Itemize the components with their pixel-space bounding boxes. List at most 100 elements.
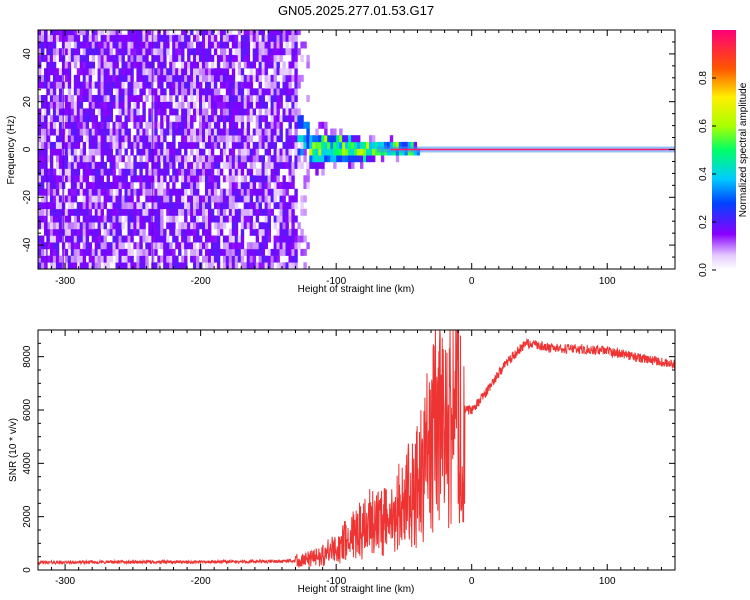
heatmap-cell (249, 188, 254, 196)
heatmap-cell (216, 121, 221, 129)
heatmap-cell (130, 30, 134, 36)
heatmap-cell (64, 161, 69, 169)
heatmap-cell (58, 155, 63, 163)
heatmap-cell (273, 74, 277, 82)
heatmap-cell (49, 222, 54, 230)
heatmap-cell (157, 262, 161, 269)
heatmap-cell (88, 48, 93, 56)
heatmap-cell (193, 168, 197, 176)
heatmap-cell (94, 202, 99, 210)
heatmap-cell (222, 262, 227, 269)
snr-series-line (38, 330, 675, 568)
heatmap-cell (154, 121, 158, 129)
heatmap-cell (216, 215, 221, 223)
heatmap-cell (94, 242, 99, 250)
heatmap-cell (291, 235, 295, 243)
heatmap-cell (58, 115, 63, 123)
heatmap-cell (252, 182, 257, 189)
heatmap-cell (285, 208, 289, 216)
heatmap-cell (76, 242, 81, 250)
heatmap-cell (324, 135, 328, 143)
heatmap-cell (255, 128, 260, 136)
heatmap-cell (124, 121, 128, 129)
heatmap-cell (103, 68, 107, 76)
heatmap-cell (157, 54, 161, 62)
heatmap-cell (175, 155, 179, 163)
heatmap-cell (351, 155, 355, 163)
heatmap-cell (88, 255, 93, 263)
heatmap-cell (109, 48, 113, 56)
heatmap-cell (190, 188, 194, 196)
heatmap-cell (190, 95, 194, 102)
heatmap-cell (148, 121, 152, 129)
heatmap-cell (139, 202, 143, 210)
heatmap-cell (127, 128, 131, 136)
heatmap-cell (163, 128, 167, 136)
heatmap-cell (88, 208, 93, 216)
heatmap-cell (181, 74, 185, 82)
heatmap-cell (193, 88, 197, 96)
heatmap-cell (276, 182, 280, 189)
heatmap-cell (130, 175, 134, 183)
heatmap-cell (49, 81, 54, 89)
heatmap-cell (279, 48, 283, 56)
heatmap-cell (288, 108, 292, 116)
heatmap-cell (190, 121, 194, 129)
heatmap-cell (160, 235, 164, 243)
heatmap-cell (175, 228, 179, 236)
heatmap-cell (285, 101, 289, 109)
heatmap-cell (267, 188, 271, 196)
heatmap-cell (196, 262, 200, 269)
heatmap-cell (279, 155, 283, 163)
heatmap-cell (124, 175, 128, 183)
heatmap-cell (97, 161, 101, 169)
heatmap-cell (273, 95, 277, 102)
heatmap-cell (282, 148, 286, 156)
heatmap-cell (124, 61, 128, 69)
heatmap-cell (79, 248, 84, 256)
heatmap-cell (196, 182, 200, 189)
heatmap-cell (44, 248, 48, 256)
heatmap-cell (109, 74, 113, 82)
heatmap-cell (172, 202, 176, 210)
heatmap-cell (213, 74, 218, 82)
heatmap-cell (267, 61, 271, 69)
heatmap-cell (196, 128, 200, 136)
heatmap-cell (118, 195, 122, 203)
heatmap-cell (73, 48, 78, 56)
heatmap-cell (264, 242, 268, 250)
heatmap-cell (79, 202, 84, 210)
heatmap-cell (294, 34, 298, 42)
heatmap-cell (276, 235, 280, 243)
heatmap-cell (139, 68, 143, 76)
heatmap-cell (339, 155, 343, 163)
heatmap-cell (264, 161, 268, 169)
heatmap-cell (255, 95, 260, 102)
heatmap-cell (184, 61, 188, 69)
heatmap-cell (136, 135, 140, 143)
heatmap-cell (82, 54, 87, 62)
heatmap-cell (44, 175, 48, 183)
colorbar-tick-label: 0.0 (698, 263, 709, 277)
heatmap-cell (199, 242, 203, 250)
heatmap-cell (121, 41, 125, 49)
heatmap-cell (82, 30, 87, 36)
heatmap-cell (213, 161, 218, 169)
heatmap-cell (172, 161, 176, 169)
heatmap-cell (115, 61, 119, 69)
heatmap-cell (49, 215, 54, 223)
heatmap-cell (210, 148, 215, 156)
heatmap-cell (163, 41, 167, 49)
heatmap-cell (175, 121, 179, 129)
heatmap-cell (282, 222, 286, 230)
heatmap-cell (205, 208, 209, 216)
heatmap-cell (157, 74, 161, 82)
heatmap-cell (258, 222, 262, 230)
heatmap-cell (70, 48, 75, 56)
heatmap-cell (82, 195, 87, 203)
heatmap-cell (210, 54, 215, 62)
heatmap-cell (216, 74, 221, 82)
heatmap-cell (291, 255, 295, 263)
heatmap-cell (246, 135, 251, 143)
heatmap-cell (205, 108, 209, 116)
